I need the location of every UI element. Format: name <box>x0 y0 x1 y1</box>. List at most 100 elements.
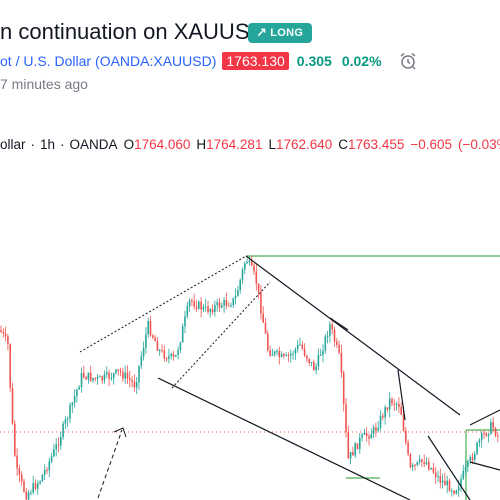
downtrend-upper-line <box>245 255 461 416</box>
legend-close: C1763.455 <box>338 136 405 152</box>
candle-body <box>425 462 428 464</box>
candle-body <box>361 434 363 438</box>
candle-body <box>368 436 370 439</box>
candle-body <box>18 468 21 475</box>
candle-body <box>115 369 117 374</box>
candle-body <box>0 330 2 332</box>
candle-body <box>382 415 384 418</box>
legend-symbol: ollar <box>0 136 26 152</box>
candle-body <box>375 427 377 431</box>
candle-body <box>25 491 28 500</box>
candle-body <box>7 336 9 344</box>
alert-clock-icon[interactable] <box>398 51 418 71</box>
candle-body <box>48 461 51 471</box>
candle-body <box>273 351 276 355</box>
wedge-line-3 <box>397 369 406 421</box>
candle-body <box>161 350 163 352</box>
candle-body <box>96 376 99 379</box>
candle-body <box>434 472 437 478</box>
candle-body <box>294 349 297 354</box>
candle-body <box>322 350 324 355</box>
candle-body <box>411 464 414 468</box>
candle-body <box>149 320 152 336</box>
legend-low: L1762.640 <box>268 136 333 152</box>
candle-body <box>103 374 106 381</box>
candle-body <box>287 354 290 356</box>
candle-body <box>41 474 44 482</box>
candle-body <box>209 309 212 312</box>
candle-body <box>306 355 308 359</box>
candle-body <box>276 350 278 352</box>
candle-body <box>278 350 281 357</box>
candle-body <box>165 358 168 360</box>
candle-body <box>372 427 375 435</box>
chart-legend: ollar · 1h · OANDA O1764.060 H1764.281 L… <box>0 134 500 154</box>
idea-title: n continuation on XAUUSD <box>0 19 266 44</box>
candle-body <box>154 337 156 342</box>
candle-body <box>85 377 87 380</box>
candle-body <box>186 306 189 317</box>
candle-body <box>416 461 419 466</box>
candle-body <box>384 407 386 418</box>
candle-body <box>313 362 315 371</box>
candle-body <box>264 322 267 334</box>
candle-body <box>20 474 23 482</box>
candle-body <box>319 354 322 356</box>
candle-body <box>193 301 195 307</box>
symbol-ticker-link[interactable]: (OANDA:XAUUSD) <box>95 53 217 69</box>
symbol-name-link[interactable]: ot / U.S. Dollar <box>0 53 92 69</box>
candle-body <box>437 475 439 478</box>
candle-body <box>16 455 18 469</box>
candle-body <box>421 459 423 463</box>
candle-body <box>158 350 161 352</box>
candle-body <box>230 305 232 307</box>
candle-body <box>211 309 214 313</box>
candle-body <box>324 336 327 351</box>
candle-body <box>460 478 462 487</box>
candle-body <box>444 480 446 486</box>
candle-body <box>262 313 264 323</box>
candle-body <box>147 320 149 335</box>
candle-body <box>80 373 83 388</box>
candle-body <box>119 370 122 372</box>
price-chart[interactable] <box>0 160 500 500</box>
candle-body <box>69 405 71 419</box>
candle-body <box>43 469 46 475</box>
candle-body <box>370 434 373 439</box>
candle-body <box>14 423 16 456</box>
candle-body <box>492 422 494 429</box>
candle-body <box>62 423 64 438</box>
candle-body <box>46 469 48 471</box>
candle-body <box>207 306 209 312</box>
candle-body <box>145 334 147 348</box>
candle-body <box>163 350 166 359</box>
candle-body <box>92 377 94 381</box>
candle-body <box>388 398 391 410</box>
candle-body <box>310 362 313 364</box>
candle-body <box>71 402 74 406</box>
candle-body <box>99 376 101 378</box>
candle-body <box>386 407 389 410</box>
candle-body <box>428 462 430 470</box>
candle-body <box>439 475 442 483</box>
candle-body <box>87 372 90 380</box>
breakout-upper-line <box>469 409 500 426</box>
idea-header: n continuation on XAUUSD ↗ LONG ot / U.S… <box>0 0 500 112</box>
candle-body <box>195 306 198 309</box>
candle-body <box>317 354 320 367</box>
long-badge-label: LONG <box>270 27 304 39</box>
candle-body <box>299 344 301 346</box>
candle-body <box>395 403 398 405</box>
wedge-line-2 <box>427 435 471 500</box>
candle-body <box>333 329 336 342</box>
candle-body <box>301 344 304 349</box>
candle-body <box>430 467 432 470</box>
candle-body <box>34 483 37 489</box>
candle-body <box>101 376 103 381</box>
candle-body <box>467 460 469 468</box>
candle-body <box>73 396 76 403</box>
candle-body <box>11 387 14 424</box>
candle-body <box>377 428 379 431</box>
candle-body <box>216 302 218 306</box>
candle-body <box>129 378 131 381</box>
